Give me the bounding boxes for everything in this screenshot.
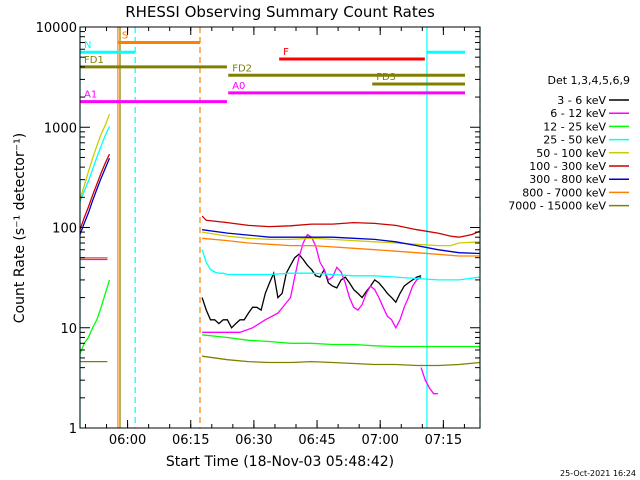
series-8-segment-1 bbox=[202, 355, 481, 367]
series-group bbox=[79, 113, 481, 395]
legend-label-6: 300 - 800 keV bbox=[529, 173, 606, 186]
series-6-segment-0 bbox=[79, 158, 111, 235]
annotation-label-3: F bbox=[283, 47, 289, 58]
chart-title: RHESSI Observing Summary Count Rates bbox=[125, 3, 435, 21]
y-tick-label-4: 10000 bbox=[36, 21, 77, 36]
series-5-segment-1 bbox=[201, 215, 481, 238]
legend-label-0: 3 - 6 keV bbox=[557, 94, 606, 107]
series-1-segment-1 bbox=[202, 233, 422, 333]
annotation-label-7: A0 bbox=[232, 81, 245, 92]
y-tick-label-2: 100 bbox=[52, 222, 77, 237]
legend-label-7: 800 - 7000 keV bbox=[522, 186, 606, 199]
x-tick-label-3: 06:45 bbox=[298, 433, 335, 448]
y-axis-ticks: 1 10 100 1000 10000 bbox=[36, 21, 480, 437]
series-3-segment-0 bbox=[79, 126, 111, 203]
x-tick-label-4: 07:00 bbox=[361, 433, 398, 448]
series-5-segment-0 bbox=[79, 153, 111, 230]
x-tick-label-2: 06:30 bbox=[235, 433, 272, 448]
x-axis-label: Start Time (18-Nov-03 05:48:42) bbox=[166, 454, 394, 470]
legend-label-5: 100 - 300 keV bbox=[529, 160, 606, 173]
series-1-segment-2 bbox=[420, 367, 438, 395]
legend-label-4: 50 - 100 keV bbox=[536, 147, 606, 160]
series-2-segment-0 bbox=[79, 279, 111, 355]
x-tick-label-5: 07:15 bbox=[425, 433, 462, 448]
series-0-segment-1 bbox=[201, 253, 422, 329]
annotation-label-6: FD3 bbox=[376, 72, 396, 83]
series-2-segment-1 bbox=[202, 334, 480, 348]
annotation-label-5: FD2 bbox=[232, 63, 252, 74]
series-7-segment-1 bbox=[202, 237, 480, 257]
legend-label-8: 7000 - 15000 keV bbox=[508, 200, 606, 213]
x-tick-label-0: 06:00 bbox=[109, 433, 146, 448]
footer-timestamp: 25-Oct-2021 16:24 bbox=[560, 469, 636, 478]
x-axis-ticks: 06:00 06:15 06:30 06:45 07:00 07:15 bbox=[84, 27, 465, 448]
series-6-segment-1 bbox=[202, 229, 481, 255]
annotation-label-4: FD1 bbox=[84, 55, 104, 66]
series-3-segment-1 bbox=[201, 249, 481, 281]
legend-label-3: 25 - 50 keV bbox=[543, 134, 606, 147]
legend-label-2: 12 - 25 keV bbox=[543, 120, 606, 133]
y-tick-label-1: 10 bbox=[60, 322, 77, 337]
annotation-label-8: A1 bbox=[84, 90, 97, 101]
x-tick-label-1: 06:15 bbox=[172, 433, 209, 448]
annotation-label-0: S bbox=[122, 31, 128, 42]
legend-label-1: 6 - 12 keV bbox=[550, 107, 606, 120]
y-tick-label-3: 1000 bbox=[44, 121, 77, 136]
series-4-segment-1 bbox=[201, 231, 481, 247]
series-4-segment-0 bbox=[79, 113, 111, 200]
legend-title: Det 1,3,4,5,6,9 bbox=[547, 74, 630, 87]
y-tick-label-0: 1 bbox=[69, 422, 77, 437]
y-axis-label: Count Rate (s⁻¹ detector⁻¹) bbox=[12, 133, 28, 323]
annotation-label-1: N bbox=[84, 40, 91, 51]
annotation-bars: S N F FD1 FD2 FD3 A0 A1 bbox=[80, 31, 465, 104]
